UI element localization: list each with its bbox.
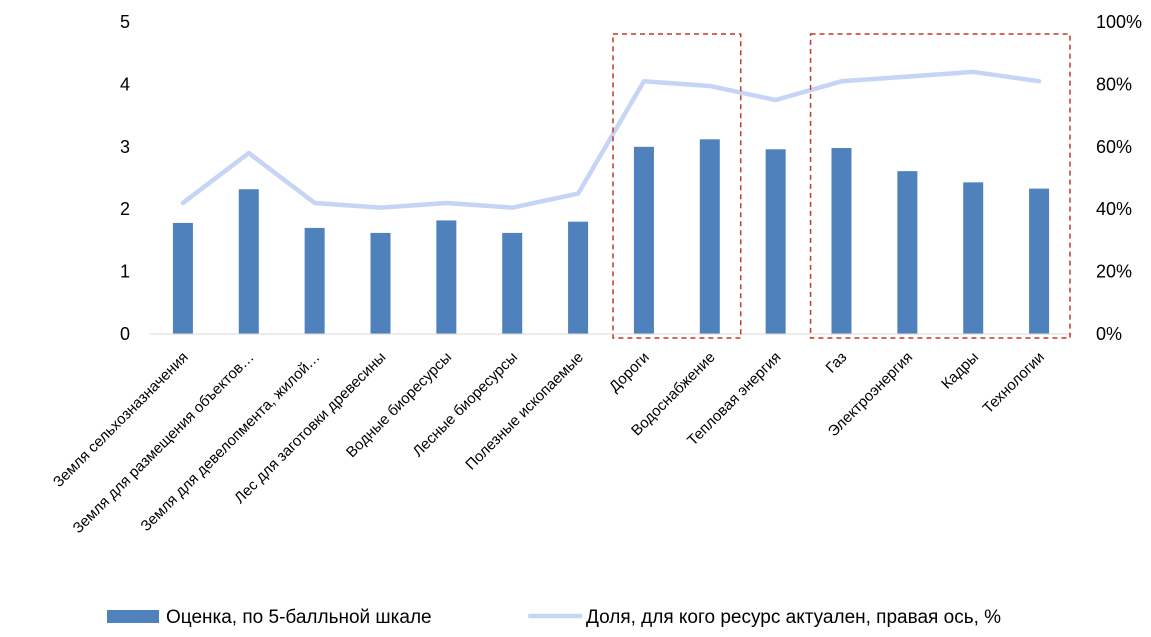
y2-tick-label-5: 100% bbox=[1096, 12, 1142, 32]
bar-3 bbox=[371, 233, 391, 334]
bar-1 bbox=[239, 189, 259, 334]
y2-tick-label-3: 60% bbox=[1096, 137, 1132, 157]
bar-9 bbox=[766, 149, 786, 334]
legend-swatch-bar bbox=[107, 610, 159, 623]
bar-11 bbox=[897, 171, 917, 334]
x-tick-label-12: Кадры bbox=[938, 349, 982, 393]
highlight-box-0 bbox=[613, 34, 741, 338]
x-tick-label-13: Технологии bbox=[980, 349, 1048, 417]
y-tick-label-1: 1 bbox=[120, 262, 130, 282]
bar-13 bbox=[1029, 189, 1049, 334]
bar-10 bbox=[832, 148, 852, 334]
y-tick-label-4: 4 bbox=[120, 74, 130, 94]
bar-2 bbox=[305, 228, 325, 334]
bar-8 bbox=[700, 139, 720, 334]
legend-label-bar: Оценка, по 5-балльной шкале bbox=[166, 607, 432, 628]
y-tick-label-0: 0 bbox=[120, 324, 130, 344]
y-tick-label-5: 5 bbox=[120, 12, 130, 32]
y2-tick-label-1: 20% bbox=[1096, 262, 1132, 282]
bar-7 bbox=[634, 147, 654, 334]
bar-0 bbox=[173, 223, 193, 334]
y2-tick-label-0: 0% bbox=[1096, 324, 1122, 344]
legend-label-line: Доля, для кого ресурс актуален, правая о… bbox=[586, 607, 1001, 628]
bar-12 bbox=[963, 182, 983, 334]
y2-tick-label-2: 40% bbox=[1096, 199, 1132, 219]
y2-tick-label-4: 80% bbox=[1096, 74, 1132, 94]
y-tick-label-2: 2 bbox=[120, 199, 130, 219]
x-tick-label-7: Дороги bbox=[606, 349, 653, 396]
y-tick-label-3: 3 bbox=[120, 137, 130, 157]
x-tick-label-10: Газ bbox=[823, 349, 851, 377]
x-tick-label-6: Полезные ископаемые bbox=[462, 349, 587, 474]
bar-6 bbox=[568, 222, 588, 334]
bar-4 bbox=[436, 220, 456, 334]
bar-5 bbox=[502, 233, 522, 334]
x-tick-label-0: Земля сельхозназначения bbox=[50, 349, 192, 491]
